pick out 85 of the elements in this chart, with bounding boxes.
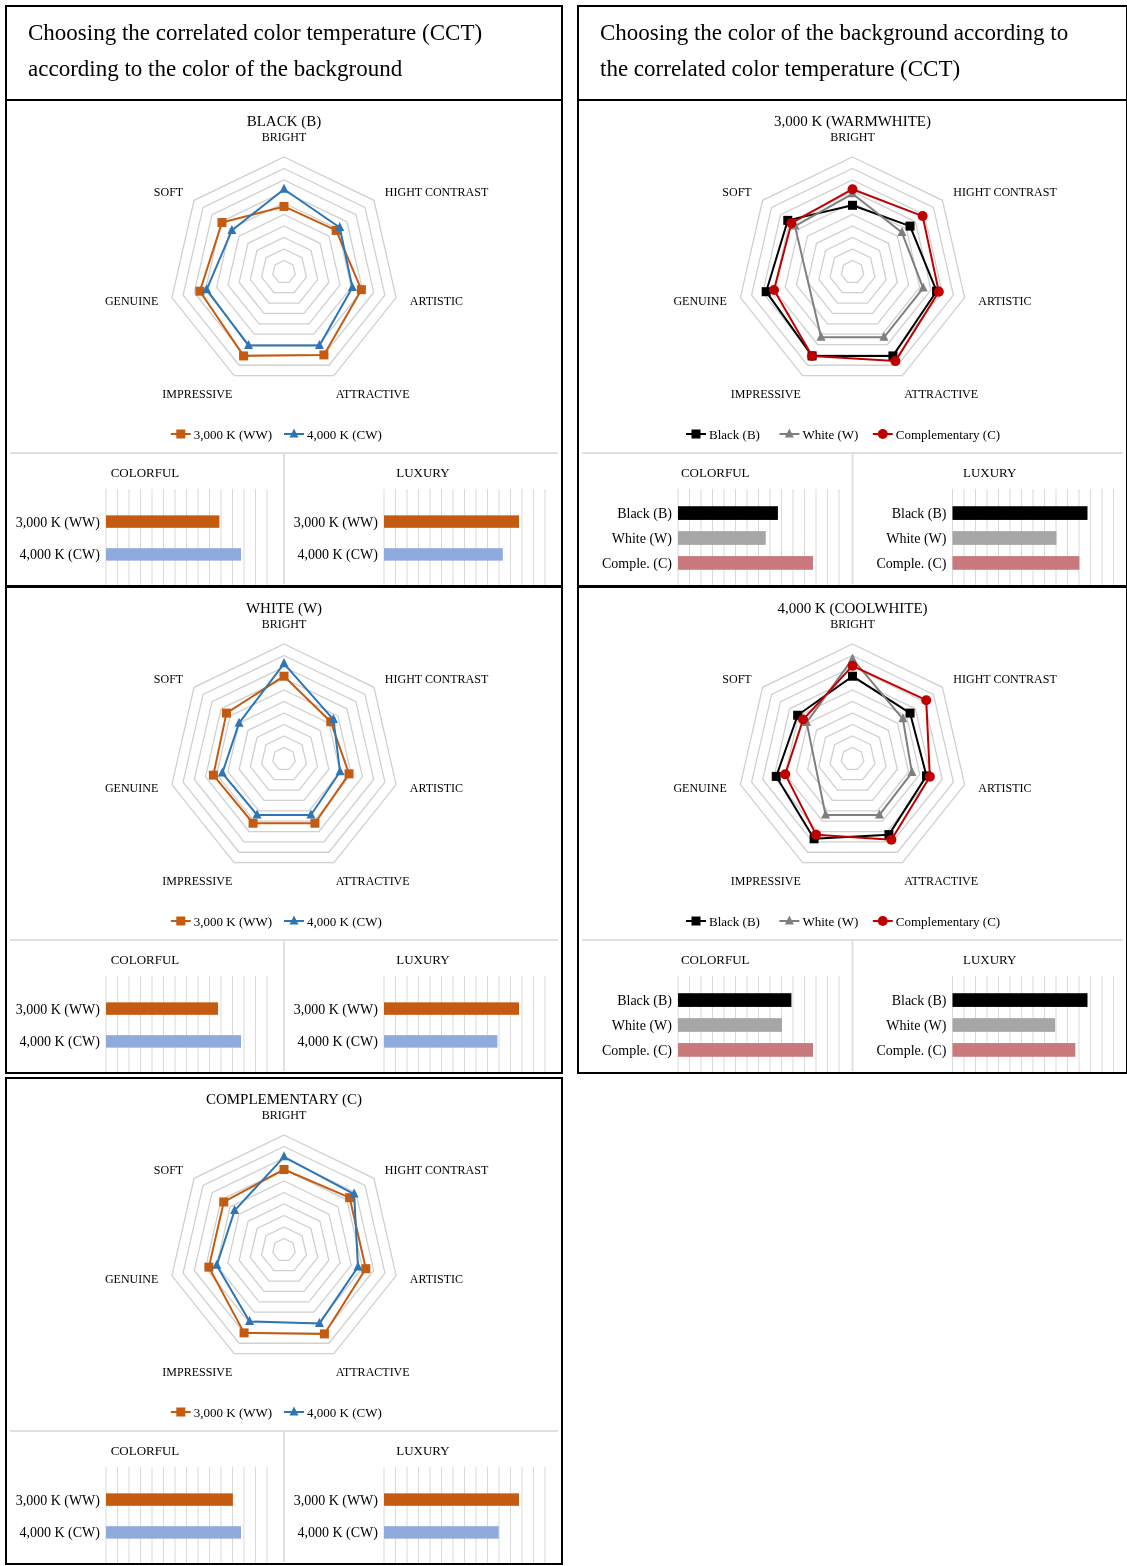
spoke-label: SOFT [722, 671, 753, 686]
spoke-label: ATTRACTIVE [335, 874, 410, 889]
chart-title: COLORFUL [680, 465, 750, 480]
spoke-label: GENUINE [104, 293, 159, 308]
legend-label: 3,000 K (WW) [193, 427, 273, 442]
chart-title: BLACK (B) [246, 113, 322, 130]
y-tick-label: 3,000 K (WW) [15, 1492, 101, 1509]
chart-title: 4,000 K (COOLWHITE) [777, 600, 928, 617]
y-tick-label: 3,000 K (WW) [293, 1492, 379, 1509]
legend-label: Black (B) [709, 914, 760, 929]
y-tick-label: 3,000 K (WW) [293, 514, 379, 531]
y-tick-label: White (W) [611, 531, 673, 547]
spoke-label: IMPRESSIVE [730, 387, 801, 402]
chart-title: COLORFUL [110, 952, 180, 967]
y-tick-label: Comple. (C) [876, 1042, 947, 1059]
spoke-label: ARTISTIC [409, 293, 464, 308]
y-tick-label: 4,000 K (CW) [19, 1034, 101, 1051]
spoke-label: IMPRESSIVE [162, 387, 233, 402]
spoke-label: SOFT [153, 671, 184, 686]
chart-title: 3,000 K (WARMWHITE) [773, 113, 932, 130]
spoke-label: GENUINE [104, 1271, 159, 1286]
spoke-label: ARTISTIC [978, 293, 1032, 308]
y-tick-label: Black (B) [617, 993, 673, 1010]
legend-label: 3,000 K (WW) [193, 914, 273, 929]
spoke-label: IMPRESSIVE [162, 1365, 233, 1380]
y-tick-label: 4,000 K (CW) [297, 1034, 379, 1051]
spoke-label: ARTISTIC [409, 780, 464, 795]
y-tick-label: 4,000 K (CW) [297, 547, 379, 564]
spoke-label: HIGHT CONTRAST [953, 671, 1058, 686]
text: Choosing the color of the background according to the correlated color temperature (CCT) [600, 20, 1069, 81]
legend-label: 3,000 K (WW) [193, 1405, 273, 1420]
spoke-label: BRIGHT [830, 130, 876, 144]
chart-title: COLORFUL [110, 1443, 180, 1458]
y-tick-label: Black (B) [891, 993, 947, 1010]
spoke-label: GENUINE [104, 780, 159, 795]
y-tick-label: 4,000 K (CW) [19, 547, 101, 564]
spoke-label: HIGHT CONTRAST [384, 184, 489, 199]
chart-title: COLORFUL [110, 465, 180, 480]
spoke-label: ARTISTIC [409, 1271, 464, 1286]
spoke-label: ATTRACTIVE [335, 387, 410, 402]
chart-title: COMPLEMENTARY (C) [205, 1091, 363, 1108]
spoke-label: GENUINE [673, 780, 727, 795]
y-tick-label: 4,000 K (CW) [19, 1525, 101, 1542]
spoke-label: IMPRESSIVE [730, 874, 801, 889]
y-tick-label: White (W) [611, 1018, 673, 1034]
spoke-label: HIGHT CONTRAST [953, 184, 1058, 199]
y-tick-label: 3,000 K (WW) [15, 1001, 101, 1018]
spoke-label: GENUINE [673, 293, 727, 308]
legend-label: Black (B) [709, 427, 760, 442]
chart-title: COLORFUL [680, 952, 750, 967]
chart-title: LUXURY [396, 1443, 451, 1458]
legend-label: White (W) [802, 914, 859, 929]
chart-title: WHITE (W) [245, 600, 323, 617]
legend-label: Complementary (C) [895, 427, 1001, 442]
text: Choosing the correlated color temperature (CCT) according to the color of the background [28, 20, 483, 81]
chart-title: LUXURY [396, 465, 451, 480]
y-tick-label: Black (B) [617, 506, 673, 523]
spoke-label: BRIGHT [261, 617, 307, 631]
spoke-label: SOFT [722, 184, 753, 199]
chart-title: LUXURY [963, 465, 1018, 480]
spoke-label: SOFT [153, 184, 184, 199]
y-tick-label: Comple. (C) [602, 555, 673, 572]
y-tick-label: Comple. (C) [876, 555, 947, 572]
chart-title: LUXURY [963, 952, 1018, 967]
y-tick-label: 3,000 K (WW) [15, 514, 101, 531]
legend-label: Complementary (C) [895, 914, 1001, 929]
spoke-label: BRIGHT [261, 130, 307, 144]
spoke-label: ARTISTIC [978, 780, 1032, 795]
y-tick-label: Black (B) [891, 506, 947, 523]
spoke-label: HIGHT CONTRAST [384, 671, 489, 686]
spoke-label: ATTRACTIVE [904, 874, 979, 889]
spoke-label: SOFT [153, 1162, 184, 1177]
y-tick-label: 4,000 K (CW) [297, 1525, 379, 1542]
chart-title: LUXURY [396, 952, 451, 967]
spoke-label: HIGHT CONTRAST [384, 1162, 489, 1177]
y-tick-label: 3,000 K (WW) [293, 1001, 379, 1018]
y-tick-label: White (W) [886, 531, 947, 547]
spoke-label: IMPRESSIVE [162, 874, 233, 889]
spoke-label: BRIGHT [261, 1108, 307, 1122]
spoke-label: BRIGHT [830, 617, 876, 631]
y-tick-label: White (W) [886, 1018, 947, 1034]
y-tick-label: Comple. (C) [602, 1042, 673, 1059]
spoke-label: ATTRACTIVE [904, 387, 979, 402]
spoke-label: ATTRACTIVE [335, 1365, 410, 1380]
legend-label: White (W) [802, 427, 859, 442]
